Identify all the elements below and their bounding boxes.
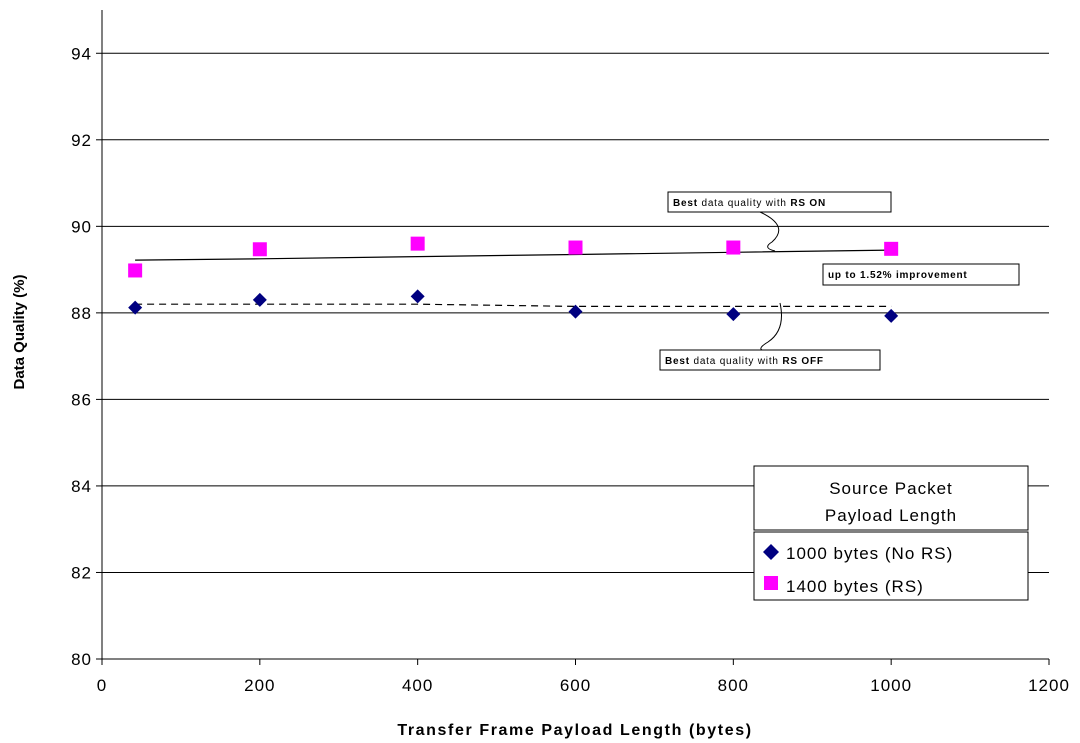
y-tick-label-94: 94	[71, 44, 92, 63]
data-point-series-2-0	[128, 263, 143, 278]
data-point-series-1-5	[884, 308, 899, 323]
legend: Source Packet Payload Length 1000 bytes …	[753, 465, 1029, 601]
data-point-series-1-2	[410, 289, 425, 304]
data-point-series-2-2	[410, 236, 425, 251]
data-point-series-1-1	[252, 292, 267, 307]
annotation-rs-on-box	[667, 191, 892, 213]
legend-entries-box	[753, 531, 1029, 601]
axes	[96, 10, 1050, 665]
x-tick-label-400: 400	[402, 676, 433, 695]
y-tick-label-88: 88	[71, 304, 92, 323]
x-tick-labels: 0 200 400 600 800 1000 1200	[97, 676, 1070, 695]
y-tick-label-82: 82	[71, 563, 92, 582]
y-tick-label-90: 90	[71, 217, 92, 236]
trend-lines	[135, 249, 892, 307]
data-point-series-2-4	[726, 240, 741, 255]
data-points	[128, 236, 899, 323]
legend-label-series-2: 1400 bytes (RS)	[786, 577, 924, 596]
annotation-rs-on-leader	[759, 211, 780, 252]
annotation-improvement-box	[822, 263, 1020, 286]
x-tick-label-1000: 1000	[870, 676, 912, 695]
trend-line-series-2	[135, 249, 892, 261]
annotation-improvement: up to 1.52% improvement	[822, 263, 1020, 286]
annotation-improvement-text: up to 1.52% improvement	[828, 270, 968, 281]
annotation-rs-off-text: Best data quality with RS OFF	[665, 356, 824, 367]
annotation-rs-on: Best data quality with RS ON	[667, 191, 892, 252]
x-axis-title: Transfer Frame Payload Length (bytes)	[397, 722, 752, 739]
data-point-series-2-1	[252, 242, 267, 257]
gridlines	[102, 52, 1049, 573]
legend-marker-series-2	[764, 576, 778, 590]
y-tick-labels: 80 82 84 86 88 90 92 94	[71, 44, 92, 669]
annotation-rs-off-box	[659, 349, 881, 371]
legend-title-line-1: Source Packet	[829, 479, 953, 498]
legend-title-box	[753, 465, 1029, 531]
y-tick-label-84: 84	[71, 477, 92, 496]
y-tick-label-80: 80	[71, 650, 92, 669]
y-axis-title: Data Quality (%)	[11, 274, 28, 389]
x-tick-label-600: 600	[560, 676, 591, 695]
annotation-rs-off: Best data quality with RS OFF	[659, 302, 881, 371]
data-point-series-2-5	[884, 241, 899, 256]
data-point-series-1-0	[128, 300, 143, 315]
x-tick-label-800: 800	[718, 676, 749, 695]
data-point-series-1-4	[726, 307, 741, 322]
annotation-rs-off-leader	[760, 302, 782, 351]
y-tick-label-86: 86	[71, 390, 92, 409]
x-tick-label-1200: 1200	[1028, 676, 1070, 695]
legend-label-series-1: 1000 bytes (No RS)	[786, 544, 953, 563]
trend-line-series-1	[135, 303, 892, 307]
annotation-rs-on-text: Best data quality with RS ON	[673, 198, 826, 209]
x-tick-label-0: 0	[97, 676, 107, 695]
legend-title-line-2: Payload Length	[825, 506, 957, 525]
data-point-series-1-3	[568, 304, 583, 319]
y-tick-label-92: 92	[71, 131, 92, 150]
x-tick-label-200: 200	[244, 676, 275, 695]
data-point-series-2-3	[568, 240, 583, 255]
legend-marker-series-1	[763, 544, 779, 560]
